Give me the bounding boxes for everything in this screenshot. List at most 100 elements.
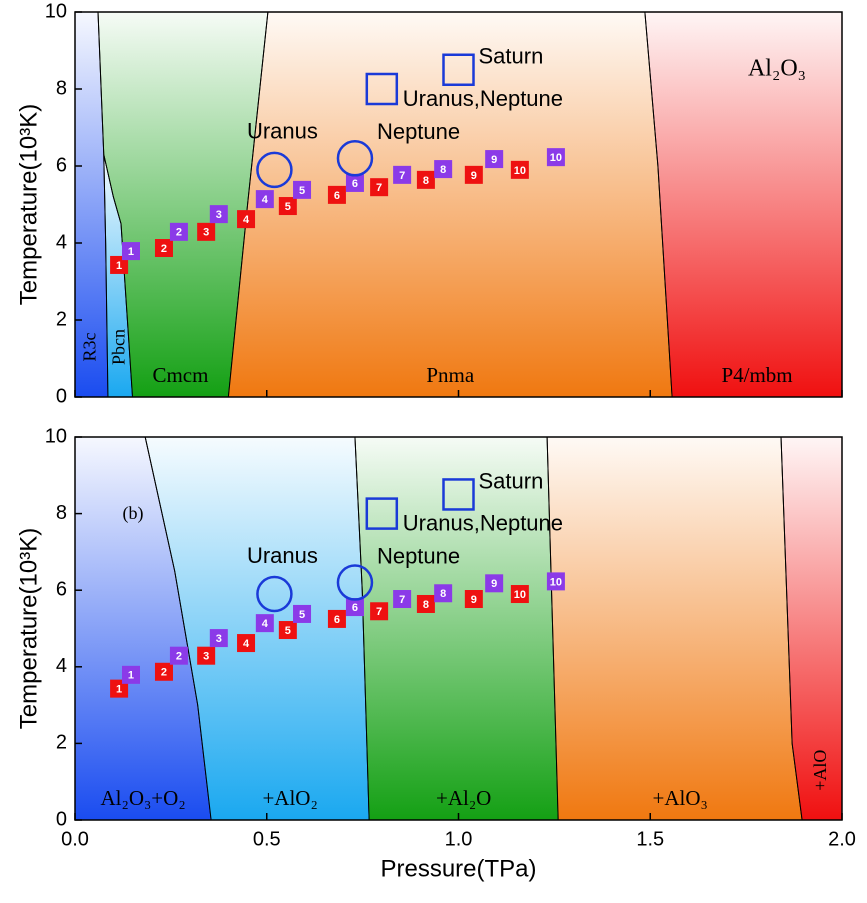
planet-label: Neptune	[377, 543, 460, 568]
point	[327, 185, 346, 204]
phase-region	[644, 11, 843, 398]
phase-region	[546, 436, 803, 821]
point-label: 7	[399, 170, 405, 182]
point	[121, 665, 140, 684]
planet-marker	[442, 53, 475, 86]
point-label: 3	[216, 633, 222, 645]
point	[110, 679, 129, 698]
point-label: 8	[423, 599, 429, 611]
planet-label: Uranus,Neptune	[403, 510, 563, 535]
point-label: 5	[299, 609, 305, 621]
region-label: +AlO₃	[652, 786, 707, 810]
y-tick-label: 6	[56, 154, 67, 176]
point-label: 2	[176, 227, 182, 239]
point	[327, 609, 346, 628]
annotation: Al₂O₃	[748, 56, 806, 82]
point	[255, 190, 274, 209]
point-label: 5	[285, 201, 291, 213]
point	[370, 602, 389, 621]
planet-marker	[336, 564, 374, 601]
point	[255, 614, 274, 633]
region-label: R3c	[80, 332, 100, 361]
y-axis-label: Temperature(10³K)	[15, 528, 42, 729]
point-label: 10	[514, 165, 526, 177]
planet-label: Neptune	[377, 119, 460, 144]
point	[464, 590, 483, 609]
point-label: 3	[203, 227, 209, 239]
planet-marker	[442, 478, 475, 511]
point-label: 10	[514, 589, 526, 601]
point-label: 3	[216, 209, 222, 221]
y-tick-label: 8	[56, 77, 67, 99]
point	[110, 255, 129, 274]
point	[510, 160, 529, 179]
point	[169, 646, 188, 665]
y-tick-label: 6	[56, 578, 67, 600]
planet-label: Saturn	[479, 44, 544, 69]
point-label: 6	[352, 178, 358, 190]
x-tick-label: 1.0	[445, 828, 473, 850]
point-label: 3	[203, 651, 209, 663]
planet-marker	[256, 575, 293, 613]
x-tick-label: 1.5	[636, 828, 664, 850]
point	[237, 634, 256, 653]
point-label: 9	[491, 154, 497, 166]
point	[434, 584, 453, 603]
point	[197, 646, 216, 665]
point-label: 2	[176, 651, 182, 663]
point	[154, 239, 173, 258]
point	[197, 222, 216, 241]
point	[121, 242, 140, 261]
y-tick-label: 10	[45, 425, 67, 447]
region-label: Pnma	[426, 363, 475, 387]
point	[464, 165, 483, 184]
x-axis-label: Pressure(TPa)	[380, 855, 536, 882]
point-label: 8	[423, 175, 429, 187]
region-label: P4/mbm	[721, 363, 792, 387]
point-label: 4	[243, 214, 250, 226]
x-tick-label: 2.0	[828, 828, 856, 850]
point	[293, 180, 312, 199]
point-label: 10	[550, 152, 562, 164]
x-tick-label: 0.0	[61, 828, 89, 850]
planet-label: Uranus,Neptune	[403, 86, 563, 111]
point	[434, 160, 453, 179]
point	[345, 173, 364, 192]
point-label: 9	[471, 594, 477, 606]
point	[393, 590, 412, 609]
point-label: 1	[116, 684, 122, 696]
point	[485, 150, 504, 169]
y-tick-label: 8	[56, 502, 67, 524]
planet-label: Uranus	[247, 543, 318, 568]
point-label: 9	[491, 578, 497, 590]
y-tick-label: 0	[56, 385, 67, 407]
y-tick-label: 4	[56, 655, 67, 677]
point-label: 4	[262, 194, 269, 206]
point-label: 7	[376, 182, 382, 194]
point	[209, 205, 228, 224]
planet-marker	[256, 151, 293, 189]
point	[154, 662, 173, 681]
point-label: 4	[243, 638, 250, 650]
region-label: +Al₂O	[436, 786, 491, 810]
y-tick-label: 2	[56, 308, 67, 330]
panel-label: (b)	[123, 503, 144, 524]
point	[416, 170, 435, 189]
point-label: 2	[161, 243, 167, 255]
planet-marker	[365, 497, 399, 530]
point-label: 1	[128, 246, 134, 258]
planet-marker	[365, 72, 399, 106]
point-label: 6	[334, 614, 340, 626]
point	[416, 594, 435, 613]
point-label: 6	[334, 190, 340, 202]
planet-marker	[336, 140, 374, 177]
point	[510, 585, 529, 604]
point	[393, 165, 412, 184]
point-label: 7	[399, 594, 405, 606]
point	[293, 604, 312, 623]
planet-label: Uranus	[247, 119, 318, 144]
point-label: 8	[440, 164, 446, 176]
point-label: 7	[376, 606, 382, 618]
point	[370, 178, 389, 197]
